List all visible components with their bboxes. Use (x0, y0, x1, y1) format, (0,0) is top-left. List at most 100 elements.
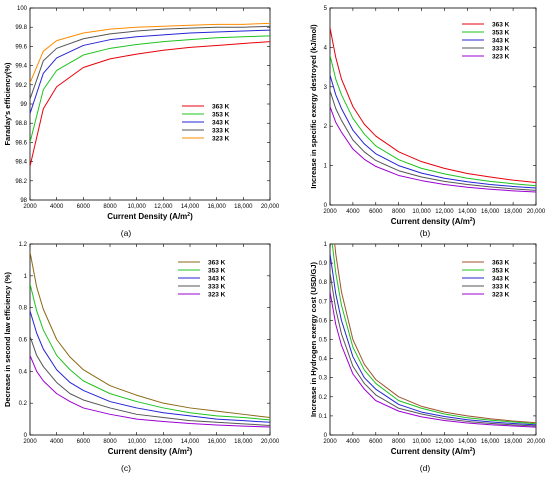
plot-frame (29, 243, 271, 436)
x-axis-label: Current density (A/m2) (391, 447, 476, 456)
series-line-353k (331, 244, 536, 425)
x-tick-label: 8000 (392, 209, 406, 215)
x-tick-label: 18,000 (234, 204, 253, 210)
legend-label: 323 K (208, 291, 226, 298)
x-tick-label: 12,000 (154, 439, 173, 445)
x-tick-label: 8000 (392, 439, 406, 445)
y-tick-label: 0 (24, 433, 28, 439)
y-tick-label: 0.2 (319, 395, 328, 401)
series-group (330, 244, 536, 428)
legend-label: 363 K (208, 259, 226, 266)
x-tick-label: 18,000 (504, 439, 523, 445)
x-tick-label: 12,000 (154, 204, 173, 210)
y-tick-label: 0.4 (319, 357, 328, 363)
series-line-323k (330, 291, 536, 428)
panel-label: (a) (121, 228, 132, 238)
y-tick-label: 1 (324, 242, 328, 248)
x-tick-label: 10,000 (127, 204, 146, 210)
legend-label: 343 K (212, 119, 230, 126)
y-tick-label: 1 (24, 274, 28, 280)
y-tick-label: 99.2 (15, 83, 27, 89)
legend-label: 363 K (492, 21, 510, 28)
series-line-323k (330, 106, 536, 193)
legend-label: 333 K (208, 283, 226, 290)
series-line-333k (330, 272, 536, 427)
x-tick-label: 20,000 (527, 439, 546, 445)
y-tick-label: 99.8 (15, 25, 27, 31)
series-line-323k (30, 355, 270, 428)
series-group (30, 251, 270, 428)
y-tick-label: 1 (324, 164, 328, 170)
x-tick-label: 20,000 (527, 209, 546, 215)
x-tick-label: 18,000 (234, 439, 253, 445)
y-axis-label: Increase in specific exergy destroyed (k… (309, 24, 318, 189)
panel-label: (d) (420, 463, 431, 473)
y-tick-label: 0.9 (319, 261, 328, 267)
x-tick-label: 4000 (346, 439, 360, 445)
x-tick-label: 14,000 (181, 439, 200, 445)
x-tick-label: 6000 (77, 204, 91, 210)
legend-label: 363 K (212, 103, 230, 110)
y-tick-label: 98.8 (15, 121, 27, 127)
series-line-353k (30, 35, 270, 143)
x-tick-label: 16,000 (481, 439, 500, 445)
legend-label: 353 K (208, 267, 226, 274)
x-tick-label: 12,000 (435, 209, 454, 215)
series-line-363k (334, 244, 536, 424)
x-tick-label: 6000 (369, 209, 383, 215)
y-tick-label: 98 (20, 198, 27, 204)
panel-label: (c) (121, 463, 131, 473)
x-tick-label: 2000 (23, 204, 37, 210)
x-tick-label: 2000 (323, 439, 337, 445)
series-group (30, 22, 270, 167)
x-axis-label: Current Density (A/m2) (107, 212, 193, 221)
legend-label: 353 K (212, 111, 230, 118)
x-tick-label: 8000 (103, 439, 117, 445)
x-axis-label: Current density (A/m2) (391, 217, 476, 226)
legend-label: 323 K (212, 135, 230, 142)
x-tick-label: 10,000 (412, 209, 431, 215)
x-tick-label: 6000 (77, 439, 91, 445)
y-tick-label: 0.3 (319, 376, 328, 382)
x-tick-label: 10,000 (412, 439, 431, 445)
y-tick-label: 98.4 (15, 160, 27, 166)
y-tick-label: 0 (324, 433, 328, 439)
panel-1: 2000 4000 6000 8000 10,000 12,000 14,000 16,000… (3, 6, 280, 238)
y-tick-label: 98.6 (15, 140, 27, 146)
x-tick-label: 16,000 (207, 439, 226, 445)
legend-label: 333 K (212, 127, 230, 134)
y-tick-label: 100 (17, 6, 28, 12)
series-line-343k (330, 253, 536, 426)
y-tick-label: 0.2 (19, 401, 28, 407)
legend-label: 343 K (492, 37, 510, 44)
series-line-343k (30, 310, 270, 423)
y-tick-label: 0.4 (19, 369, 28, 375)
legend-label: 353 K (492, 267, 510, 274)
y-tick-label: 0.7 (319, 299, 328, 305)
x-tick-label: 6000 (369, 439, 383, 445)
legend-label: 323 K (492, 53, 510, 60)
series-line-343k (30, 29, 270, 114)
y-tick-label: 4 (324, 45, 328, 51)
legend-label: 333 K (492, 283, 510, 290)
panel-2: 2000 4000 6000 8000 10,000 12,000 14,000 16,000… (309, 6, 546, 238)
x-tick-label: 20,000 (261, 439, 280, 445)
y-tick-label: 0 (324, 203, 328, 209)
y-tick-label: 0.8 (319, 280, 328, 286)
legend-label: 343 K (492, 275, 510, 282)
series-line-353k (30, 283, 270, 421)
y-tick-label: 99 (20, 102, 27, 108)
panel-4: 2000 4000 6000 8000 10,000 12,000 14,000 16,000… (309, 242, 546, 473)
x-tick-label: 2000 (323, 209, 337, 215)
x-axis-label: Current density (A/m2) (108, 447, 193, 456)
series-line-353k (330, 55, 536, 187)
y-tick-label: 5 (324, 6, 328, 12)
x-tick-label: 16,000 (481, 209, 500, 215)
x-tick-label: 12,000 (435, 439, 454, 445)
x-tick-label: 14,000 (181, 204, 200, 210)
series-line-343k (330, 74, 536, 189)
